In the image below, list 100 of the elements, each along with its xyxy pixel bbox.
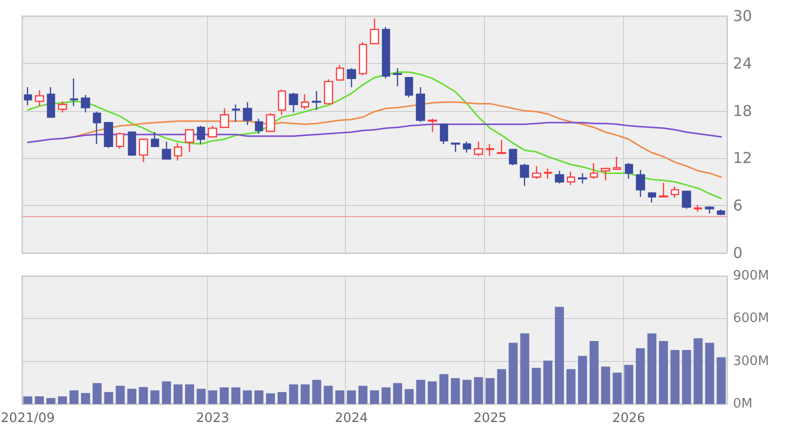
candlestick bbox=[670, 186, 680, 198]
bar bbox=[497, 369, 506, 404]
candlestick bbox=[46, 86, 56, 119]
bar bbox=[416, 380, 426, 404]
bar bbox=[636, 348, 645, 404]
candlestick bbox=[196, 125, 206, 145]
bar bbox=[716, 357, 726, 404]
candlestick bbox=[312, 90, 322, 111]
x-tick-label: 2026 bbox=[612, 411, 646, 426]
candlestick bbox=[24, 86, 32, 106]
candlestick bbox=[150, 132, 160, 148]
candlestick bbox=[474, 141, 484, 156]
candlestick bbox=[58, 100, 68, 113]
bar bbox=[578, 356, 588, 404]
candlestick bbox=[232, 104, 240, 122]
bar bbox=[242, 390, 252, 404]
candlestick bbox=[174, 142, 182, 162]
candlestick bbox=[138, 138, 148, 163]
candlestick bbox=[544, 168, 552, 180]
bar bbox=[231, 387, 240, 404]
candlestick bbox=[578, 172, 588, 184]
bar bbox=[324, 386, 333, 404]
candlestick bbox=[116, 132, 124, 150]
y-tick-label: 0M bbox=[733, 396, 752, 412]
bar bbox=[150, 390, 160, 404]
bar bbox=[705, 342, 714, 404]
candlestick bbox=[324, 78, 334, 104]
x-tick-label: 2023 bbox=[196, 411, 230, 426]
bar bbox=[382, 387, 391, 404]
candlestick bbox=[416, 86, 426, 122]
x-tick-label: 2024 bbox=[334, 411, 368, 426]
bar bbox=[694, 338, 703, 404]
bar bbox=[208, 390, 218, 404]
bar bbox=[116, 386, 125, 404]
bar bbox=[624, 364, 634, 404]
candlestick bbox=[636, 169, 646, 198]
bar bbox=[566, 369, 576, 404]
candlestick bbox=[648, 192, 656, 204]
bar bbox=[289, 384, 298, 404]
x-tick-label: 2021/09 bbox=[0, 411, 55, 426]
candlestick bbox=[288, 92, 298, 113]
candlestick bbox=[70, 78, 78, 107]
y-tick-label: 18 bbox=[733, 102, 752, 120]
y-tick-label: 12 bbox=[733, 149, 752, 168]
bar bbox=[346, 390, 356, 404]
bar bbox=[174, 384, 183, 404]
bar bbox=[404, 389, 414, 404]
bar bbox=[312, 380, 322, 404]
y-tick-label: 900M bbox=[733, 268, 770, 284]
candlestick bbox=[34, 90, 44, 107]
candlestick bbox=[370, 18, 380, 44]
candlestick bbox=[590, 162, 598, 180]
candlestick bbox=[92, 110, 102, 145]
bar bbox=[335, 390, 344, 404]
bar bbox=[34, 396, 44, 404]
bar bbox=[486, 378, 495, 404]
bar bbox=[439, 374, 448, 404]
y-tick-label: 30 bbox=[733, 7, 752, 25]
y-tick-label: 600M bbox=[733, 311, 770, 326]
bar bbox=[46, 398, 56, 404]
candlestick bbox=[600, 167, 610, 181]
candlestick bbox=[382, 26, 390, 80]
bar bbox=[81, 393, 90, 404]
y-tick-label: 300M bbox=[733, 354, 770, 369]
bar bbox=[58, 396, 67, 404]
line-series bbox=[27, 71, 722, 200]
bar bbox=[185, 384, 194, 404]
candlestick bbox=[508, 148, 518, 166]
bar bbox=[532, 368, 541, 404]
candlestick bbox=[220, 108, 230, 128]
bar bbox=[393, 383, 402, 404]
bar bbox=[670, 350, 680, 404]
line-series bbox=[27, 122, 722, 144]
candlestick bbox=[428, 118, 438, 133]
bar bbox=[520, 333, 530, 404]
bar bbox=[543, 360, 552, 404]
bar bbox=[682, 350, 692, 404]
bar bbox=[658, 340, 668, 404]
candlestick bbox=[486, 143, 494, 156]
bar bbox=[266, 393, 275, 404]
bar bbox=[127, 388, 136, 404]
candlestick bbox=[624, 162, 634, 180]
candlestick bbox=[694, 204, 702, 213]
candlestick bbox=[104, 121, 114, 149]
candlestick bbox=[658, 182, 668, 198]
bar bbox=[104, 392, 114, 404]
candlestick bbox=[358, 41, 368, 76]
candlestick bbox=[554, 170, 564, 184]
candlestick bbox=[392, 68, 402, 87]
bar bbox=[138, 387, 148, 404]
bar bbox=[92, 383, 102, 404]
bar bbox=[450, 378, 460, 404]
candlestick bbox=[278, 88, 286, 116]
bar bbox=[554, 306, 564, 404]
bar bbox=[508, 342, 518, 404]
bar bbox=[462, 380, 472, 404]
bar bbox=[590, 340, 599, 404]
candlestick bbox=[208, 125, 218, 138]
candlestick bbox=[566, 171, 576, 186]
bar bbox=[23, 396, 32, 404]
